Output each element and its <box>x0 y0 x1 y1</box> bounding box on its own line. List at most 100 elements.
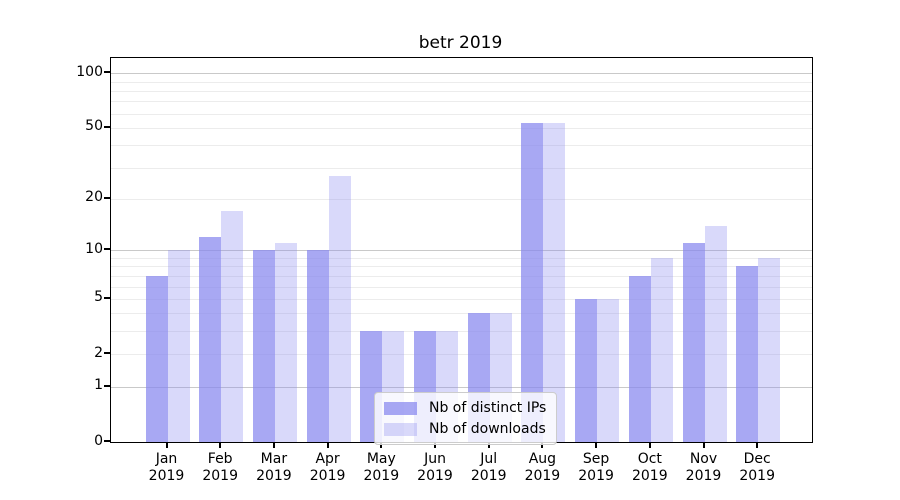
x-tick-month: May <box>366 451 396 467</box>
y-tick-mark <box>104 125 110 128</box>
gridline-minor <box>111 331 812 333</box>
x-tick-label: Jul 2019 <box>457 451 521 485</box>
bar-downloads <box>274 243 297 442</box>
x-tick-mark <box>595 443 598 448</box>
gridline-minor <box>111 354 812 356</box>
x-tick-month: Sep <box>582 451 610 467</box>
gridline-major <box>111 250 812 252</box>
gridline-minor <box>111 81 812 83</box>
y-tick-mark <box>104 248 110 251</box>
y-tick-mark <box>104 352 110 355</box>
x-tick-month: Jun <box>424 451 446 467</box>
bar-distinct-ips <box>521 123 544 442</box>
x-tick-label: Apr 2019 <box>296 451 360 485</box>
gridline-minor <box>111 258 812 259</box>
gridline-major <box>111 386 812 388</box>
x-tick-month: Jan <box>155 451 178 467</box>
bar-distinct-ips <box>736 266 759 442</box>
y-tick-label: 2 <box>94 344 103 361</box>
bar-distinct-ips <box>575 298 598 442</box>
x-tick-month: Feb <box>207 451 233 467</box>
bar-distinct-ips <box>252 250 275 442</box>
x-tick-mark <box>272 443 275 448</box>
bar-distinct-ips <box>306 250 329 442</box>
y-tick-mark <box>104 296 110 299</box>
x-tick-mark <box>326 443 329 448</box>
x-tick-label: Mar 2019 <box>242 451 306 485</box>
x-tick-year: 2019 <box>631 468 668 484</box>
x-tick-year: 2019 <box>470 468 507 484</box>
bar-distinct-ips <box>628 275 651 442</box>
x-tick-year: 2019 <box>578 468 614 484</box>
bar-downloads <box>167 250 190 442</box>
legend-swatch-distinct-ips <box>384 401 417 415</box>
x-tick-label: Sep 2019 <box>564 451 628 485</box>
x-tick-month: Oct <box>637 451 662 467</box>
gridline-minor <box>111 113 812 115</box>
x-tick-label: Aug 2019 <box>510 451 574 485</box>
legend-label-downloads: Nb of downloads <box>429 421 546 437</box>
gridline-minor <box>111 127 812 129</box>
x-tick-label: Jun 2019 <box>403 451 467 485</box>
bar-downloads <box>328 175 351 442</box>
y-tick-label: 0 <box>94 432 103 449</box>
y-tick-mark <box>104 196 110 199</box>
gridline-minor <box>111 286 812 288</box>
x-tick-year: 2019 <box>256 468 292 484</box>
x-tick-month: Mar <box>260 451 288 467</box>
y-tick-label: 50 <box>85 118 103 135</box>
bar-distinct-ips <box>682 243 705 442</box>
chart-title: betr 2019 <box>418 33 503 53</box>
gridline-major <box>111 73 812 75</box>
x-tick-label: Nov 2019 <box>672 451 736 485</box>
bar-downloads <box>597 298 620 442</box>
bar-downloads <box>758 258 781 442</box>
x-tick-mark <box>434 443 436 448</box>
x-tick-mark <box>702 443 705 448</box>
x-tick-year: 2019 <box>739 468 775 484</box>
x-tick-label: May 2019 <box>349 451 413 485</box>
x-tick-year: 2019 <box>202 468 238 484</box>
bar-downloads <box>650 258 673 442</box>
y-tick-label: 10 <box>85 240 103 257</box>
legend-item-downloads: Nb of downloads <box>384 421 546 437</box>
x-tick-label: Oct 2019 <box>618 451 682 485</box>
y-tick-mark <box>104 71 110 74</box>
x-tick-label: Feb 2019 <box>188 451 252 485</box>
y-tick-label: 20 <box>85 189 103 206</box>
y-tick-mark <box>104 384 110 387</box>
x-tick-year: 2019 <box>417 468 453 484</box>
gridline-minor <box>111 145 812 147</box>
x-tick-mark <box>756 443 759 448</box>
x-tick-year: 2019 <box>309 468 346 484</box>
y-tick-label: 5 <box>94 289 103 306</box>
gridline-minor <box>111 101 812 103</box>
gridline-minor <box>111 167 812 169</box>
x-tick-month: Aug <box>528 451 557 467</box>
x-tick-year: 2019 <box>148 468 185 484</box>
x-tick-label: Jan 2019 <box>135 451 199 485</box>
x-tick-month: Jul <box>480 451 498 467</box>
x-tick-mark <box>648 443 651 448</box>
x-tick-month: Dec <box>743 451 771 467</box>
legend: Nb of distinct IPs Nb of downloads <box>374 392 558 445</box>
y-tick-label: 1 <box>94 377 103 394</box>
x-tick-mark <box>380 443 383 448</box>
bar-downloads <box>221 211 244 442</box>
bar-downloads <box>543 123 566 442</box>
x-tick-label: Dec 2019 <box>725 451 789 485</box>
gridline-minor <box>111 266 812 268</box>
x-tick-year: 2019 <box>363 468 400 484</box>
y-tick-label: 100 <box>76 63 103 80</box>
bar-distinct-ips <box>145 275 168 442</box>
gridline-minor <box>111 275 812 277</box>
x-tick-month: Apr <box>315 451 340 467</box>
x-tick-mark <box>165 443 168 448</box>
gridline-minor <box>111 313 812 315</box>
bar-downloads <box>704 225 727 442</box>
y-tick-mark <box>104 440 110 442</box>
gridline-minor <box>111 198 812 200</box>
x-tick-mark <box>487 443 490 448</box>
x-tick-month: Nov <box>689 451 718 467</box>
